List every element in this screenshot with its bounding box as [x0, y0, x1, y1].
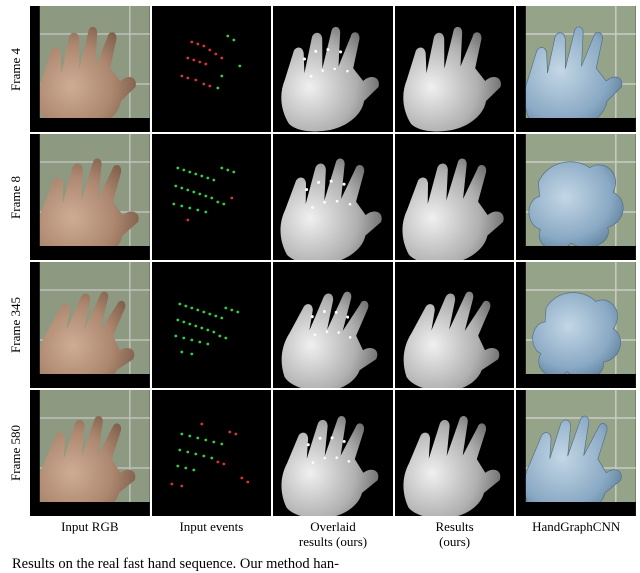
- cell-input-events: [152, 134, 272, 260]
- row-label-text: Frame 580: [8, 425, 24, 481]
- cell-input-rgb: [30, 6, 150, 132]
- cell-overlaid-results: [273, 134, 393, 260]
- row-label-text: Frame 8: [8, 176, 24, 219]
- column-label: Input events: [152, 518, 272, 550]
- cell-handgraphcnn: [516, 134, 636, 260]
- column-label: Results(ours): [395, 518, 515, 550]
- row-label: Frame 345: [4, 262, 28, 388]
- figure: Frame 4 Frame 8: [0, 0, 640, 573]
- row-label: Frame 4: [4, 6, 28, 132]
- cell-results: [395, 390, 515, 516]
- cell-input-rgb: [30, 262, 150, 388]
- row-label: Frame 580: [4, 390, 28, 516]
- result-grid: Frame 4 Frame 8: [4, 6, 636, 550]
- cell-input-events: [152, 390, 272, 516]
- row-label: Frame 8: [4, 134, 28, 260]
- cell-input-rgb: [30, 134, 150, 260]
- column-label: Input RGB: [30, 518, 150, 550]
- column-label-text: HandGraphCNN: [532, 519, 620, 534]
- column-label-text: (ours): [439, 534, 470, 549]
- cell-handgraphcnn: [516, 390, 636, 516]
- cell-input-events: [152, 262, 272, 388]
- column-label-text: Results: [435, 519, 473, 534]
- cell-results: [395, 262, 515, 388]
- cell-input-rgb: [30, 390, 150, 516]
- row-label-text: Frame 345: [8, 297, 24, 353]
- column-label: HandGraphCNN: [516, 518, 636, 550]
- cell-results: [395, 134, 515, 260]
- cell-handgraphcnn: [516, 6, 636, 132]
- cell-results: [395, 6, 515, 132]
- column-label-text: Input RGB: [61, 519, 118, 534]
- figure-caption: Results on the real fast hand sequence. …: [4, 550, 636, 573]
- caption-text: Results on the real fast hand sequence. …: [12, 556, 339, 572]
- column-label-text: Overlaid: [310, 519, 355, 534]
- cell-input-events: [152, 6, 272, 132]
- cell-overlaid-results: [273, 390, 393, 516]
- column-label: Overlaidresults (ours): [273, 518, 393, 550]
- row-label-text: Frame 4: [8, 48, 24, 91]
- column-label-text: Input events: [179, 519, 243, 534]
- cell-overlaid-results: [273, 6, 393, 132]
- cell-overlaid-results: [273, 262, 393, 388]
- column-label-text: results (ours): [299, 534, 367, 549]
- cell-handgraphcnn: [516, 262, 636, 388]
- corner-spacer: [4, 518, 28, 550]
